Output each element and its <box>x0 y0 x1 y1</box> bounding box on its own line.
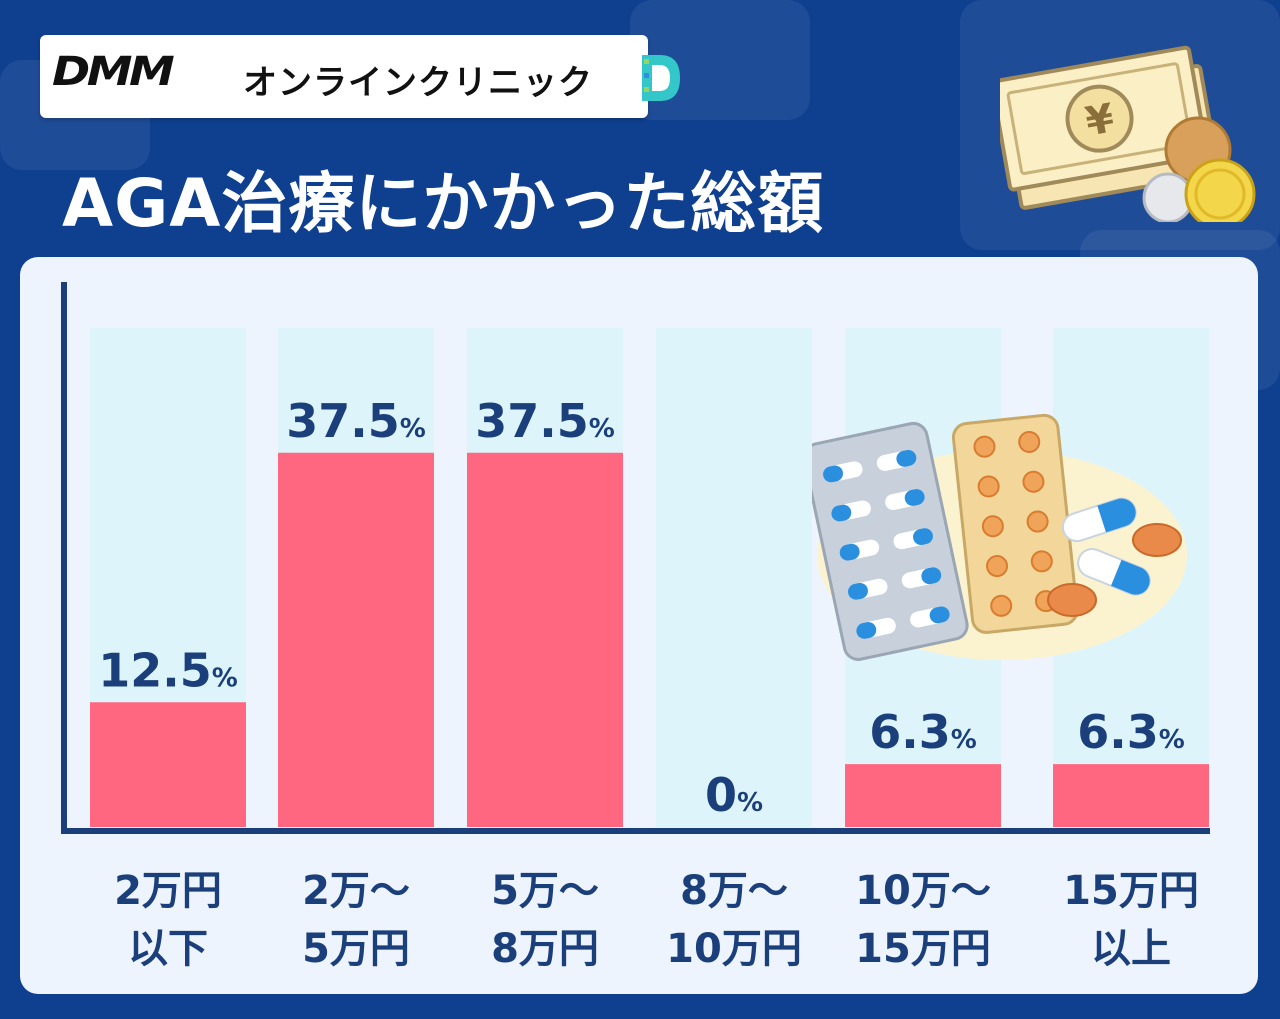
bar-value-label-3: 0% <box>705 768 763 822</box>
money-illustration-icon: ¥ <box>1000 45 1256 222</box>
bar-value-label-5: 6.3% <box>1077 705 1185 759</box>
logo-service-text: オンラインクリニック <box>243 63 593 103</box>
bar-0 <box>90 702 246 827</box>
x-tick-label-0: 2万円 以下 <box>114 868 222 972</box>
bar-2 <box>467 452 623 827</box>
bar-4 <box>845 764 1001 827</box>
x-tick-label-3: 8万〜 10万円 <box>666 868 802 972</box>
bar-value-label-4: 6.3% <box>869 705 977 759</box>
brand-logo: DMM オンラインクリニック <box>40 35 680 118</box>
logo-brand-text: DMM <box>52 49 175 95</box>
logo-d-icon <box>642 55 680 101</box>
bar-5 <box>1053 764 1209 827</box>
bar-track-3 <box>656 328 812 827</box>
x-tick-label-2: 5万〜 8万円 <box>491 868 599 972</box>
x-tick-label-4: 10万〜 15万円 <box>855 868 991 972</box>
page-title: AGA治療にかかった総額 <box>62 165 825 242</box>
bar-1 <box>278 452 434 827</box>
x-tick-label-5: 15万円 以上 <box>1063 868 1199 972</box>
medicine-pills-icon <box>812 413 1187 661</box>
bar-value-label-1: 37.5% <box>286 394 426 448</box>
bar-value-label-2: 37.5% <box>475 394 615 448</box>
x-tick-label-1: 2万〜 5万円 <box>302 868 410 972</box>
bar-value-label-0: 12.5% <box>98 643 238 697</box>
